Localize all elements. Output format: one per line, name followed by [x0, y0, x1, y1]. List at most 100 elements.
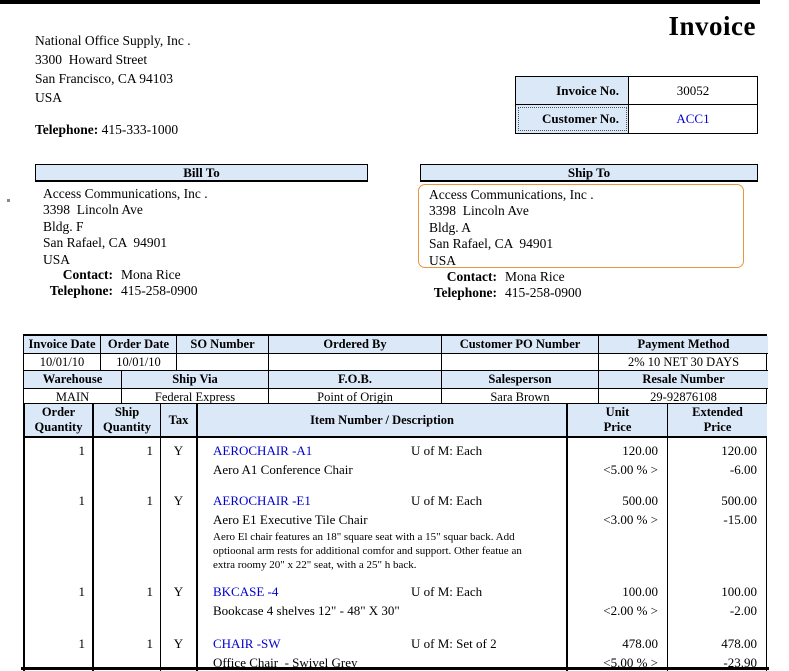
- unit-price-cell: 500.00 <3.00 % >: [568, 488, 668, 579]
- bill-telephone-label: Telephone:: [49, 283, 113, 299]
- tax-cell: Y: [161, 488, 198, 579]
- window-top-edge: [0, 0, 760, 4]
- uom-text: U of M: Each: [411, 443, 483, 458]
- item-number-link[interactable]: BKCASE -4: [213, 584, 279, 599]
- uom-text: U of M: Set of 2: [411, 636, 497, 651]
- col-header: Warehouse: [24, 371, 122, 389]
- order-date-value: 10/01/10: [101, 354, 177, 371]
- item-description-text: Aero E1 Executive Tile Chair: [213, 511, 368, 527]
- order-info-table: Invoice Date Order Date SO Number Ordere…: [23, 334, 768, 406]
- bill-telephone-value: 415-258-0900: [121, 283, 198, 299]
- company-address-line3: USA: [35, 90, 63, 105]
- ship-to-line: San Rafael, CA 94901: [429, 236, 554, 252]
- company-block: National Office Supply, Inc . 3300 Howar…: [35, 31, 191, 139]
- company-telephone-label: Telephone:: [35, 122, 99, 137]
- ship-qty-cell: 1: [94, 631, 161, 671]
- col-header: F.O.B.: [269, 371, 442, 389]
- order-qty-cell: 1: [25, 631, 94, 671]
- line-item-row: 1 1 Y BKCASE -4 U of M: Each Bookcase 4 …: [25, 579, 766, 631]
- discount-percent: <5.00 % >: [603, 654, 658, 670]
- ship-qty-cell: 1: [94, 579, 161, 631]
- uom-text: U of M: Each: [411, 493, 483, 508]
- discount-percent: <2.00 % >: [603, 602, 658, 618]
- discount-amount: -15.00: [723, 511, 757, 527]
- item-description-text: Office Chair - Swivel Grey: [213, 654, 358, 670]
- order-info-value-row-1: 10/01/10 10/01/10 2% 10 NET 30 DAYS: [24, 354, 768, 371]
- extended-price-value: 100.00: [721, 584, 757, 599]
- line-items-table: Order Quantity Ship Quantity Tax Item Nu…: [23, 403, 767, 671]
- item-description-cell: AEROCHAIR -E1 U of M: Each Aero E1 Execu…: [198, 488, 568, 579]
- ship-telephone-value: 415-258-0900: [505, 285, 582, 301]
- col-header: Ship Via: [122, 371, 269, 389]
- unit-price-value: 478.00: [622, 636, 658, 651]
- bill-to-line: Access Communications, Inc .: [43, 186, 208, 201]
- customer-no-value[interactable]: ACC1: [676, 111, 710, 126]
- invoice-number-box: Invoice No. 30052 Customer No. ACC1: [515, 76, 758, 134]
- ship-to-line: 3398 Lincoln Ave: [429, 203, 529, 219]
- company-name: National Office Supply, Inc .: [35, 33, 191, 48]
- ship-contact-label: Contact:: [446, 269, 497, 284]
- line-item-row: 1 1 Y AEROCHAIR -E1 U of M: Each Aero E1…: [25, 488, 766, 579]
- col-header-extended-price: Extended Price: [668, 404, 767, 436]
- col-header: Order Date: [101, 336, 177, 354]
- extended-price-value: 478.00: [721, 636, 757, 651]
- ship-to-line: Bldg. A: [429, 219, 472, 235]
- bill-to-line: San Rafael, CA 94901: [43, 235, 168, 251]
- col-header-order-quantity: Order Quantity: [25, 404, 94, 436]
- item-number-link[interactable]: CHAIR -SW: [213, 636, 281, 651]
- extended-price-cell: 478.00 -23.90: [668, 631, 767, 671]
- ship-to-header: Ship To: [420, 164, 758, 182]
- col-header-tax: Tax: [161, 404, 198, 436]
- order-qty-cell: 1: [25, 579, 94, 631]
- invoice-no-value: 30052: [629, 77, 757, 105]
- warehouse-value: MAIN: [24, 389, 122, 405]
- order-info-header-row-1: Invoice Date Order Date SO Number Ordere…: [24, 336, 768, 354]
- page-title: Invoice: [668, 11, 756, 41]
- unit-price-cell: 100.00 <2.00 % >: [568, 579, 668, 631]
- unit-price-cell: 478.00 <5.00 % >: [568, 631, 668, 671]
- bill-to-header: Bill To: [35, 164, 368, 182]
- ship-telephone-label: Telephone:: [433, 285, 497, 301]
- col-header: Invoice Date: [24, 336, 101, 354]
- ordered-by-value: [269, 354, 442, 371]
- line-item-row: 1 1 Y AEROCHAIR -A1 U of M: Each Aero A1…: [25, 438, 766, 488]
- col-header-ship-quantity: Ship Quantity: [94, 404, 161, 436]
- order-info-value-row-2: MAIN Federal Express Point of Origin Sar…: [24, 389, 766, 405]
- bill-contact-label: Contact:: [62, 267, 113, 282]
- discount-amount: -23.90: [723, 654, 757, 670]
- col-header: Resale Number: [599, 371, 768, 389]
- ship-to-address-field[interactable]: Access Communications, Inc . 3398 Lincol…: [418, 184, 744, 268]
- payment-method-value: 2% 10 NET 30 DAYS: [599, 354, 768, 371]
- col-header: Payment Method: [599, 336, 768, 354]
- extended-price-cell: 120.00 -6.00: [668, 438, 767, 488]
- item-description-cell: AEROCHAIR -A1 U of M: Each Aero A1 Confe…: [198, 438, 568, 488]
- ship-qty-cell: 1: [94, 438, 161, 488]
- company-address-line1: 3300 Howard Street: [35, 52, 148, 67]
- discount-amount: -2.00: [729, 602, 757, 618]
- col-header: Customer PO Number: [442, 336, 599, 354]
- customer-no-label: Customer No.: [516, 105, 629, 133]
- tax-cell: Y: [161, 631, 198, 671]
- invoice-date-value: 10/01/10: [24, 354, 101, 371]
- line-items-header-row: Order Quantity Ship Quantity Tax Item Nu…: [25, 404, 767, 438]
- viewport-bottom-edge: [21, 667, 769, 670]
- item-number-link[interactable]: AEROCHAIR -A1: [213, 443, 313, 458]
- bill-to-line: Bldg. F: [43, 218, 84, 234]
- item-number-link[interactable]: AEROCHAIR -E1: [213, 493, 311, 508]
- item-description-cell: BKCASE -4 U of M: Each Bookcase 4 shelve…: [198, 579, 568, 631]
- bill-to-address: Access Communications, Inc . 3398 Lincol…: [43, 186, 208, 268]
- resale-number-value: 29-92876108: [650, 390, 717, 404]
- company-telephone-value: 415-333-1000: [101, 122, 179, 137]
- customer-po-value: [442, 354, 599, 371]
- ship-qty-cell: 1: [94, 488, 161, 579]
- tax-cell: Y: [161, 438, 198, 488]
- bill-to-line: 3398 Lincoln Ave: [43, 202, 143, 218]
- so-number-value: [177, 354, 269, 371]
- order-qty-cell: 1: [25, 438, 94, 488]
- unit-price-value: 120.00: [622, 443, 658, 458]
- col-header: Salesperson: [442, 371, 599, 389]
- discount-percent: <5.00 % >: [603, 461, 658, 477]
- item-description-text: Bookcase 4 shelves 12" - 48" X 30": [213, 602, 400, 618]
- col-header-item-description: Item Number / Description: [198, 404, 568, 436]
- fob-value: Point of Origin: [269, 389, 442, 405]
